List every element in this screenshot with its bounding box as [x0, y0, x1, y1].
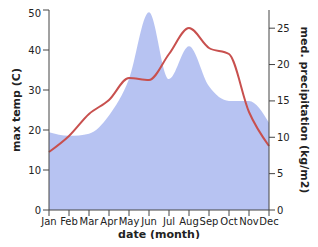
svg-text:0: 0: [35, 205, 41, 216]
svg-text:med. precipitation (kg/m2): med. precipitation (kg/m2): [298, 27, 310, 194]
svg-text:50: 50: [28, 8, 41, 19]
svg-text:20: 20: [28, 125, 41, 136]
svg-text:Sep: Sep: [200, 216, 219, 227]
svg-text:Oct: Oct: [220, 216, 237, 227]
svg-text:Jun: Jun: [140, 216, 157, 227]
svg-text:5: 5: [277, 168, 283, 179]
svg-text:May: May: [119, 216, 140, 227]
svg-text:Mar: Mar: [80, 216, 100, 227]
svg-text:Apr: Apr: [100, 216, 118, 227]
svg-text:Jul: Jul: [162, 216, 175, 227]
svg-text:25: 25: [277, 23, 290, 34]
svg-text:max temp (C): max temp (C): [10, 68, 23, 152]
svg-text:0: 0: [277, 205, 283, 216]
svg-text:40: 40: [28, 45, 41, 56]
svg-text:10: 10: [277, 132, 290, 143]
svg-text:15: 15: [277, 95, 290, 106]
svg-text:Jan: Jan: [40, 216, 56, 227]
svg-text:date (month): date (month): [118, 228, 200, 239]
svg-text:Dec: Dec: [259, 216, 278, 227]
svg-text:30: 30: [28, 85, 41, 96]
svg-text:Feb: Feb: [60, 216, 78, 227]
svg-text:Nov: Nov: [239, 216, 259, 227]
svg-text:20: 20: [277, 59, 290, 70]
svg-text:10: 10: [28, 165, 41, 176]
svg-text:Aug: Aug: [179, 216, 199, 227]
